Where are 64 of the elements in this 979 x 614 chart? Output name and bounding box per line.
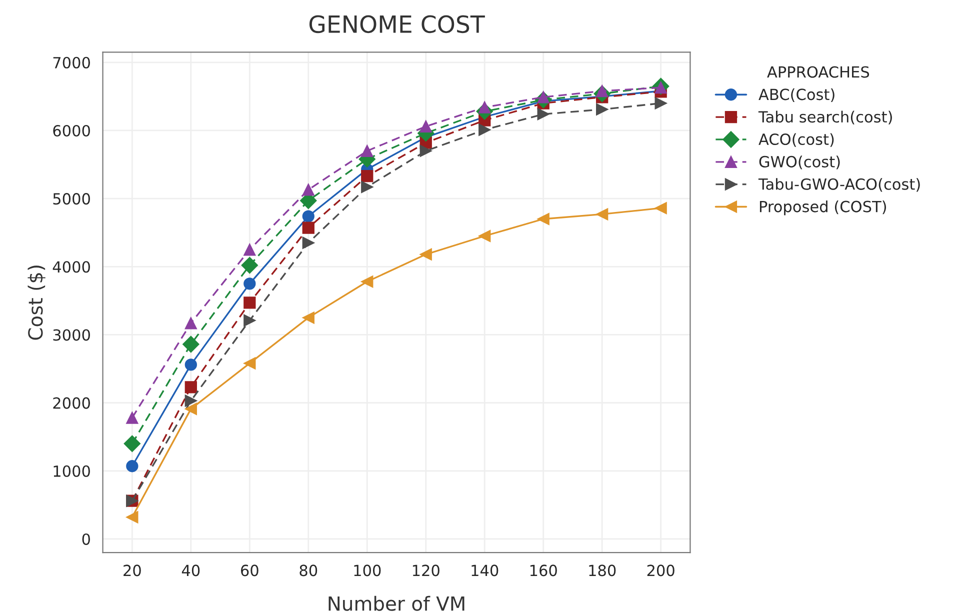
point	[244, 314, 256, 327]
point	[126, 511, 138, 524]
point	[124, 435, 141, 452]
x-tick-label: 140	[472, 564, 498, 576]
y-tick-label: 5000	[53, 193, 90, 205]
x-tick-label: 100	[354, 564, 381, 576]
x-axis-title: Number of VM	[328, 596, 464, 611]
point	[596, 208, 608, 220]
point	[361, 144, 374, 157]
point	[361, 180, 374, 194]
point	[478, 124, 491, 136]
point	[537, 212, 550, 226]
y-tick-label: 2000	[53, 397, 90, 409]
point	[244, 244, 256, 256]
point	[126, 460, 138, 472]
y-tick-label: 0	[82, 533, 90, 546]
point	[361, 170, 374, 182]
point	[302, 210, 314, 222]
point	[126, 412, 138, 424]
x-tick-label: 20	[124, 564, 141, 576]
legend-label: Proposed (COST)	[760, 200, 886, 216]
chart-title: GENOME COST	[309, 15, 485, 34]
legend-label: Tabu-GWO-ACO(cost)	[758, 178, 920, 192]
legend-label: Tabu search(cost)	[758, 110, 892, 124]
point	[420, 120, 432, 132]
y-tick-label: 7000	[53, 56, 90, 68]
x-tick-label: 200	[647, 564, 674, 576]
point	[184, 402, 197, 416]
point	[184, 394, 197, 407]
y-axis-title: Cost ($)	[28, 266, 46, 340]
y-tick-label: 4000	[52, 261, 90, 273]
point	[244, 278, 256, 290]
x-tick-label: 40	[182, 564, 200, 576]
legend-label: GWO(cost)	[759, 156, 840, 170]
point	[302, 222, 314, 234]
x-tick-label: 120	[412, 564, 440, 576]
legend-label: ACO(cost)	[758, 133, 834, 147]
x-tick-label: 160	[530, 564, 557, 576]
point	[184, 317, 197, 330]
point	[182, 336, 200, 353]
point	[478, 230, 491, 242]
x-tick-label: 80	[300, 564, 318, 576]
legend-label: ABC(Cost)	[758, 88, 834, 102]
point	[184, 358, 197, 371]
x-tick-label: 60	[240, 564, 258, 576]
point	[654, 202, 667, 214]
point	[244, 357, 256, 370]
point	[302, 184, 314, 196]
x-tick-label: 180	[589, 564, 616, 576]
point	[244, 296, 256, 309]
point	[361, 276, 374, 288]
y-tick-label: 6000	[53, 124, 90, 137]
point	[302, 312, 314, 324]
point	[302, 236, 314, 249]
point	[420, 144, 432, 157]
y-tick-label: 1000	[54, 465, 90, 477]
y-tick-label: 3000	[53, 329, 90, 341]
point	[654, 97, 667, 110]
point	[241, 256, 258, 274]
point	[596, 103, 608, 116]
point	[184, 381, 197, 394]
point	[420, 248, 432, 260]
point	[537, 108, 550, 120]
legend-title: APPROACHES	[767, 66, 870, 78]
